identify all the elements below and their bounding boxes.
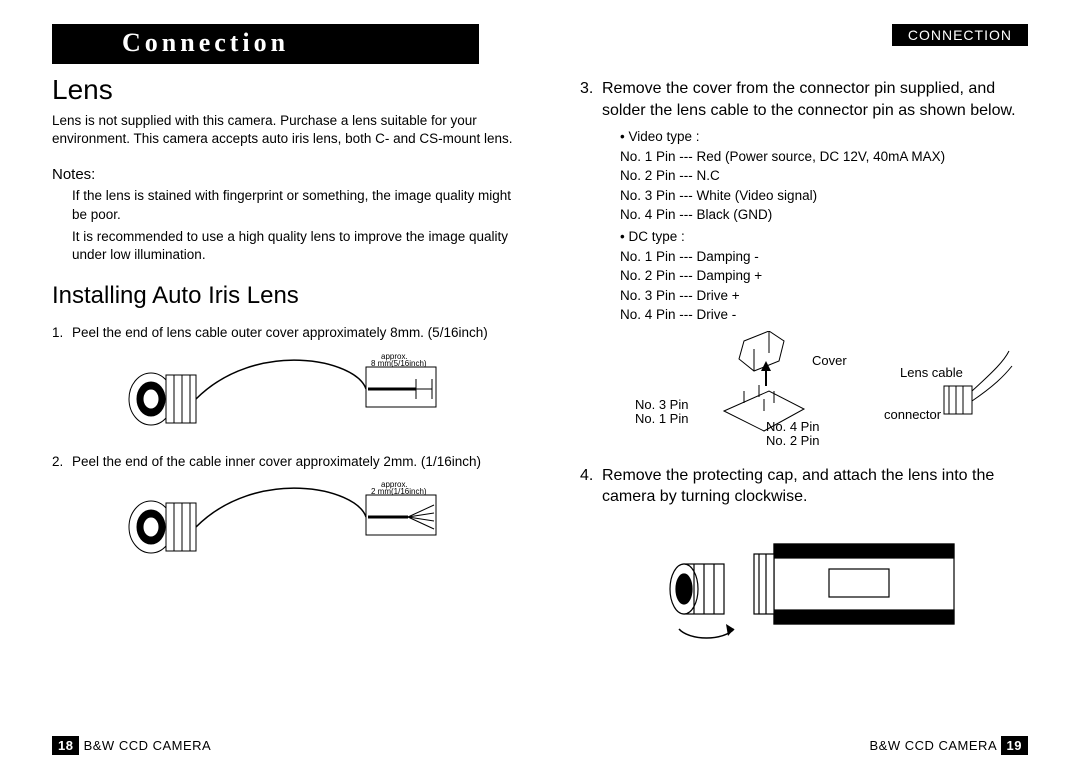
section-tag: CONNECTION [892, 24, 1028, 46]
dc-pin-4: No. 4 Pin --- Drive - [620, 305, 1028, 325]
page-right: CONNECTION 3. Remove the cover from the … [540, 0, 1080, 771]
dc-pin-1: No. 1 Pin --- Damping - [620, 247, 1028, 267]
figure-lens-cable-2mm: approx. 2 mm(1/16inch) [52, 477, 520, 567]
label-pin1: No. 1 Pin [635, 411, 688, 426]
install-heading: Installing Auto Iris Lens [52, 282, 520, 310]
page-left: Connection Lens Lens is not supplied wit… [0, 0, 540, 771]
step-3: 3. Remove the cover from the connector p… [580, 78, 1028, 121]
footer-right: B&W CCD CAMERA 19 [870, 738, 1029, 753]
label-pin4: No. 4 Pin [766, 419, 819, 434]
footer-left: 18 B&W CCD CAMERA [52, 738, 211, 753]
note-1: If the lens is stained with fingerprint … [52, 187, 520, 223]
video-pin-2: No. 2 Pin --- N.C [620, 166, 1028, 186]
video-type-block: • Video type : No. 1 Pin --- Red (Power … [580, 127, 1028, 325]
product-name-left: B&W CCD CAMERA [84, 738, 212, 753]
label-connector: connector [884, 407, 941, 422]
page-number-right: 19 [1001, 736, 1028, 755]
dc-pin-2: No. 2 Pin --- Damping + [620, 266, 1028, 286]
dc-type-label: • DC type : [620, 227, 1028, 247]
video-pin-4: No. 4 Pin --- Black (GND) [620, 205, 1028, 225]
figure-lens-cable-8mm: approx. 8 mm(5/16inch) [52, 349, 520, 439]
label-pin3: No. 3 Pin [635, 397, 688, 412]
notes-label: Notes: [52, 166, 520, 183]
step-2: 2. Peel the end of the cable inner cover… [52, 453, 520, 471]
lens-heading: Lens [52, 74, 520, 106]
figure-camera-attach [580, 514, 1028, 664]
label-cover: Cover [812, 353, 847, 368]
label-lens-cable: Lens cable [900, 365, 963, 380]
chapter-title-bar: Connection [52, 24, 479, 64]
product-name-right: B&W CCD CAMERA [870, 738, 997, 753]
step-4: 4. Remove the protecting cap, and attach… [580, 465, 1028, 508]
page-number-left: 18 [52, 736, 79, 755]
video-pin-1: No. 1 Pin --- Red (Power source, DC 12V,… [620, 147, 1028, 167]
lens-intro: Lens is not supplied with this camera. P… [52, 112, 520, 148]
label-pin2: No. 2 Pin [766, 433, 819, 448]
fig1-label-dim: 8 mm(5/16inch) [371, 359, 427, 368]
step-1: 1. Peel the end of lens cable outer cove… [52, 324, 520, 342]
dc-pin-3: No. 3 Pin --- Drive + [620, 286, 1028, 306]
video-pin-3: No. 3 Pin --- White (Video signal) [620, 186, 1028, 206]
video-type-label: • Video type : [620, 127, 1028, 147]
fig2-label-dim: 2 mm(1/16inch) [371, 487, 427, 496]
note-2: It is recommended to use a high quality … [52, 228, 520, 264]
